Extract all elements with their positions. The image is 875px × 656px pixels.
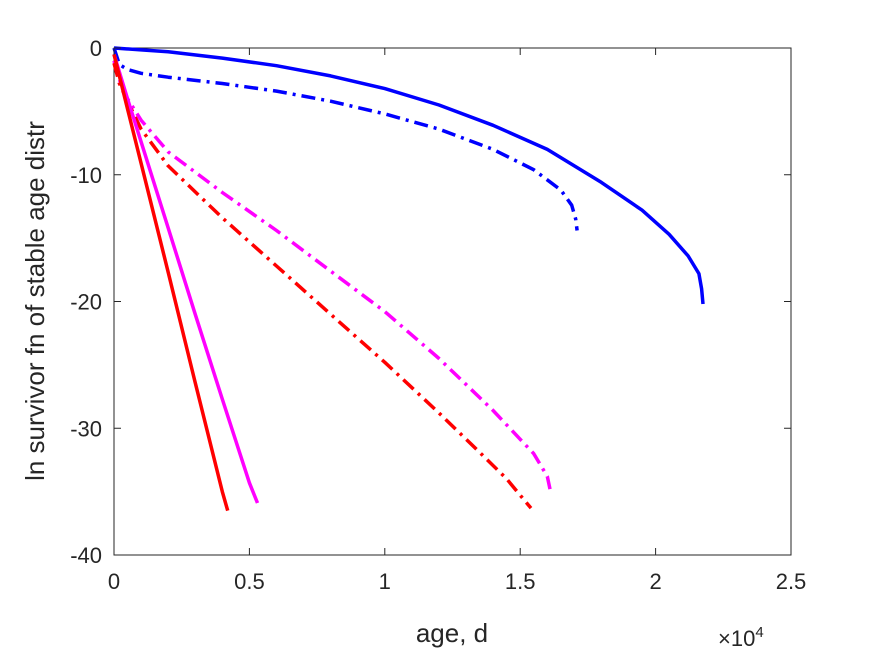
- series-lines: [112, 46, 705, 512]
- plot-area: [113, 47, 792, 556]
- series-line-5: [112, 53, 260, 504]
- series-line-2: [112, 47, 579, 231]
- y-tick-label: 0: [90, 36, 102, 61]
- x-tick-label: 0: [108, 569, 120, 594]
- y-axis-label: ln survivor fn of stable age distr: [20, 121, 50, 481]
- y-axis-ticks: 0 -10 -20 -30 -40: [70, 36, 791, 568]
- x-axis-label: age, d: [416, 618, 488, 648]
- x-tick-label: 0.5: [234, 569, 265, 594]
- series-line-1: [113, 46, 705, 305]
- x-tick-label: 2.5: [776, 569, 807, 594]
- series-line-6: [112, 53, 230, 512]
- x-axis-ticks: 0 0.5 1 1.5 2 2.5: [108, 48, 806, 594]
- x-tick-label: 1: [379, 569, 391, 594]
- x-axis-exponent-base: ×10: [718, 626, 755, 651]
- x-tick-label: 2: [649, 569, 661, 594]
- y-tick-label: -10: [70, 163, 102, 188]
- series-line-3: [112, 60, 552, 490]
- y-tick-label: -30: [70, 416, 102, 441]
- y-tick-label: -40: [70, 543, 102, 568]
- x-axis-exponent: ×104: [718, 624, 764, 651]
- y-tick-label: -20: [70, 290, 102, 315]
- series-line-4: [112, 62, 533, 510]
- x-axis-exponent-power: 4: [755, 624, 763, 641]
- x-tick-label: 1.5: [505, 569, 536, 594]
